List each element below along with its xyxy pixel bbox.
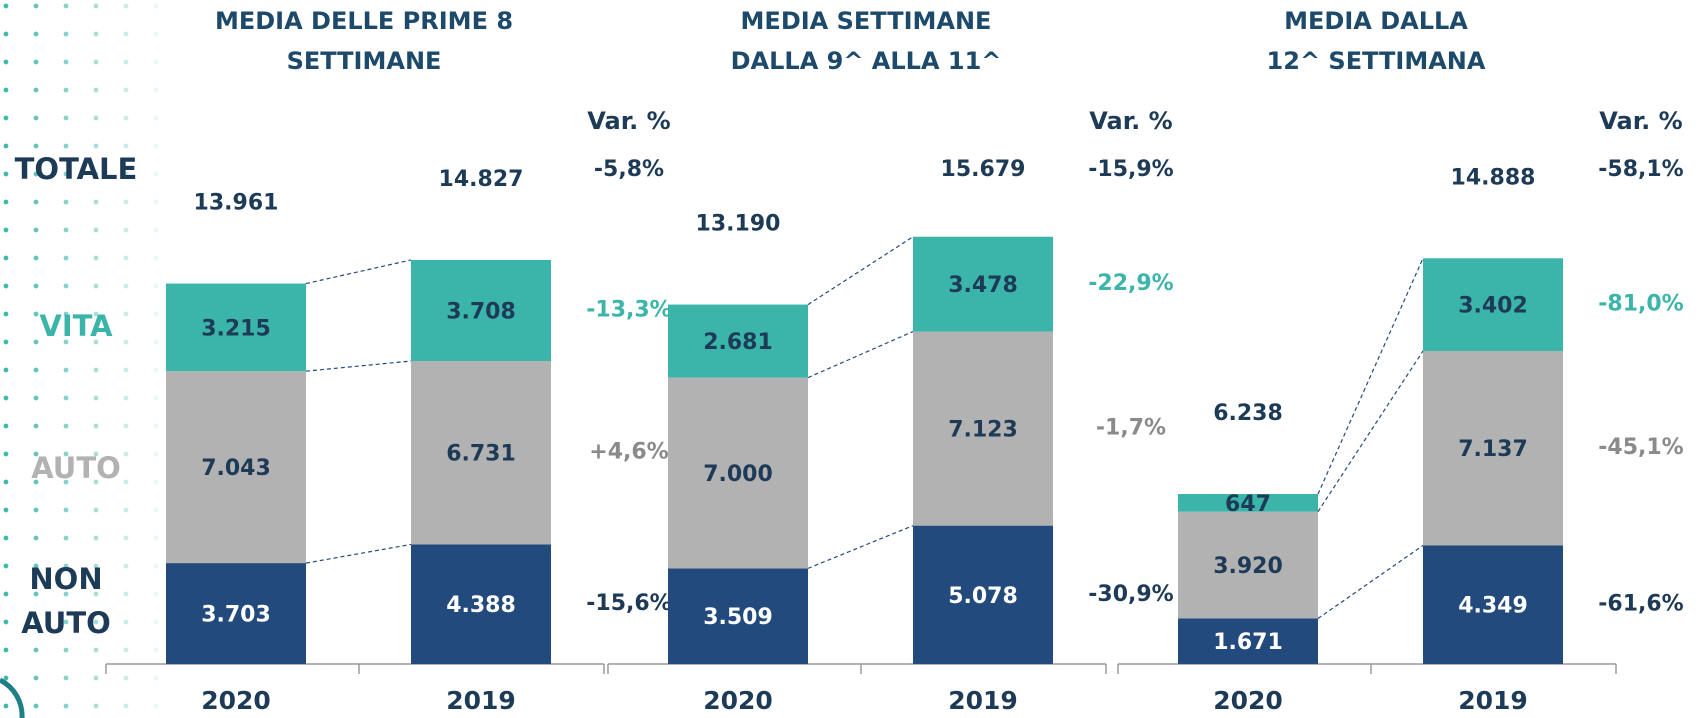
change-label: -61,6%	[1598, 592, 1683, 617]
chart: MEDIA DELLE PRIME 8 SETTIMANE Var. % 3.703 7…	[0, 0, 1706, 718]
value-label: 3.402	[1458, 294, 1528, 319]
value-label: 3.478	[948, 273, 1018, 298]
change-label: -81,0%	[1598, 292, 1683, 317]
total-label: 14.888	[1451, 165, 1536, 190]
x-tick-label: 2020	[201, 686, 271, 715]
total-change: -5,8%	[594, 157, 664, 182]
value-label: 7.137	[1458, 437, 1528, 462]
change-label: -30,9%	[1088, 582, 1173, 607]
chart-title: DALLA 9^ ALLA 11^	[731, 47, 1002, 75]
x-tick-label: 2020	[703, 686, 773, 715]
change-label: -1,7%	[1096, 416, 1166, 441]
x-tick-label: 2020	[1213, 686, 1283, 715]
total-label: 6.238	[1213, 401, 1283, 426]
value-label: 2.681	[703, 330, 773, 355]
value-label: 6.731	[446, 442, 516, 467]
value-label: 4.388	[446, 593, 516, 618]
legend-entry: NON AUTO	[6, 557, 126, 645]
value-label: 3.215	[201, 316, 271, 341]
chart-title: SETTIMANE	[287, 47, 442, 75]
value-label: 1.671	[1213, 630, 1283, 655]
chart-title: MEDIA SETTIMANE	[741, 7, 992, 35]
chart-title: 12^ SETTIMANA	[1267, 47, 1486, 75]
chart-title: MEDIA DALLA	[1284, 7, 1468, 35]
legend-entry: AUTO	[6, 446, 146, 490]
change-header: Var. %	[1599, 107, 1682, 135]
total-change: -15,9%	[1088, 157, 1173, 182]
change-label: +4,6%	[589, 440, 668, 465]
value-label: 5.078	[948, 584, 1018, 609]
connector	[306, 361, 411, 371]
legend-total: TOTALE	[6, 147, 146, 191]
change-header: Var. %	[1089, 107, 1172, 135]
connector	[1318, 545, 1423, 618]
connector	[808, 237, 913, 305]
value-label: 3.920	[1213, 554, 1283, 579]
x-tick-label: 2019	[948, 686, 1018, 715]
value-label: 4.349	[1458, 594, 1528, 619]
change-label: -22,9%	[1088, 271, 1173, 296]
connector	[306, 260, 411, 284]
value-label: 7.000	[703, 462, 773, 487]
connector	[306, 544, 411, 563]
x-tick-label: 2019	[446, 686, 516, 715]
change-label: -15,6%	[586, 591, 671, 616]
total-label: 14.827	[439, 167, 524, 192]
page: MEDIA DELLE PRIME 8 SETTIMANE Var. % 3.703 7…	[0, 0, 1706, 718]
value-label: 7.043	[201, 456, 271, 481]
value-label: 3.703	[201, 603, 271, 628]
legend-entry: VITA	[6, 304, 146, 348]
total-label: 13.190	[696, 212, 781, 237]
change-header: Var. %	[587, 107, 670, 135]
total-label: 15.679	[941, 157, 1026, 182]
change-label: -13,3%	[586, 297, 671, 322]
connector	[808, 332, 913, 378]
change-label: -45,1%	[1598, 435, 1683, 460]
value-label: 3.708	[446, 299, 516, 324]
value-label: 647	[1225, 492, 1271, 517]
total-change: -58,1%	[1598, 157, 1683, 182]
chart-title: MEDIA DELLE PRIME 8	[215, 7, 513, 35]
value-label: 3.509	[703, 605, 773, 630]
x-tick-label: 2019	[1458, 686, 1528, 715]
total-label: 13.961	[194, 191, 279, 216]
connector	[808, 526, 913, 569]
value-label: 7.123	[948, 418, 1018, 443]
